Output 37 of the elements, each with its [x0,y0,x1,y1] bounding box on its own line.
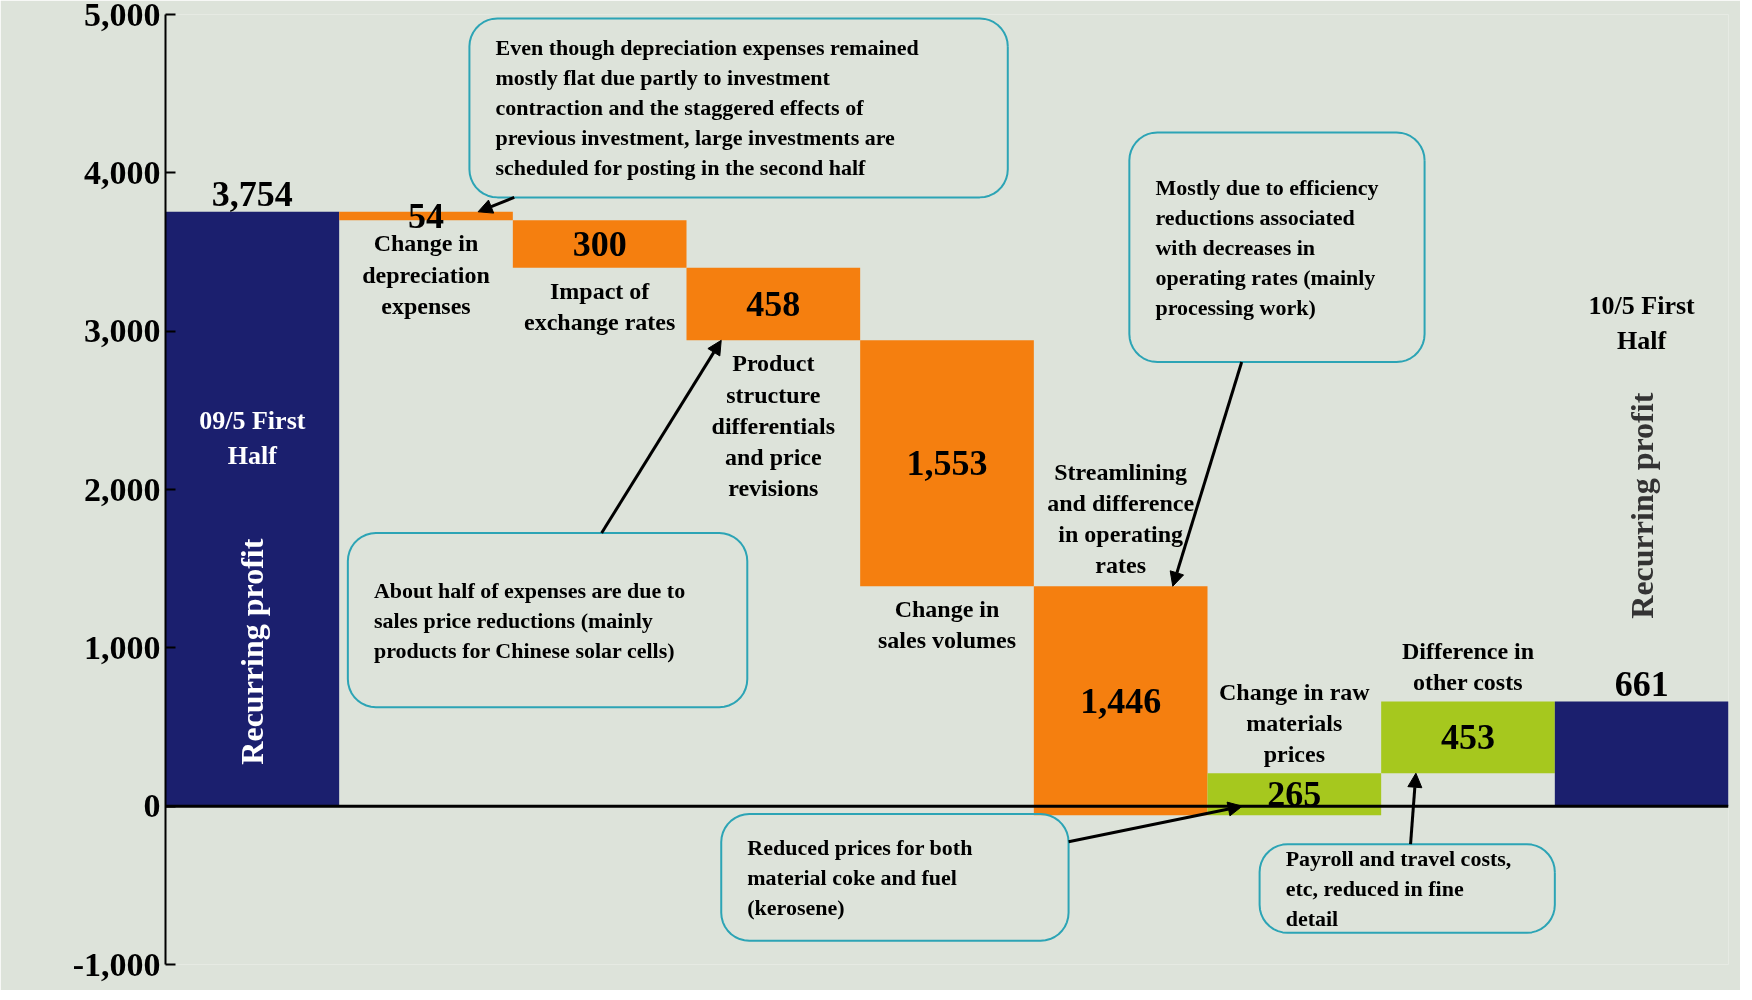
data-label: 1,553 [906,443,988,484]
y-tick-label: 1,000 [84,628,161,666]
y-tick-label: -1,000 [72,945,161,983]
annotation: Payroll and travel costs, etc, reduced in fine detail [1285,846,1512,931]
x-tick-label: Change in sales volumes [878,596,1016,654]
y-tick-label: 5,000 [84,0,161,33]
annotation: Mostly due to efficiency reductions associated with decreases in operating rates (mainly processing work) [1155,174,1379,320]
data-label: 300 [572,224,627,265]
data-label: 3,754 [211,173,293,214]
annotation: Reduced prices for both material coke and fuel (kerosene) [747,834,973,920]
y-tick-label: 2,000 [84,470,161,508]
data-label: 1,446 [1080,680,1162,721]
x-tick-label: Product structure differentials and price revisions [711,350,836,502]
bar [1554,701,1729,807]
bar [512,220,687,268]
x-tick-label: Difference in other costs [1401,638,1535,696]
data-label: 661 [1614,663,1669,704]
data-label: 458 [746,284,801,325]
x-tick-label: Impact of exchange rates [524,277,676,336]
bar [686,267,861,341]
x-tick-label: Change in raw materials prices [1218,678,1371,768]
x-tick-label: 09/5 First Half [199,405,306,470]
x-tick-label: Streamlining and difference in operating rates [1047,458,1195,579]
bar [165,211,340,807]
x-tick-label: Change in depreciation expenses [362,230,490,319]
x-tick-label: 10/5 First Half [1588,290,1696,355]
annotation: About half of expenses are due to sales price reductions (mainly products for Chinese solar cells) [373,577,686,663]
y-tick-label: 4,000 [84,153,161,191]
bar [1381,701,1555,774]
annotation: Even though depreciation expenses remained mostly flat due partly to investment contraction and the staggered effects of previous investment, large investments are scheduled for posting in the second half [495,35,919,181]
bar [860,340,1034,587]
bar [1033,586,1208,816]
annotation: Recurring profit [1623,392,1660,619]
y-tick-label: 0 [143,787,161,825]
annotation: Recurring profit [234,538,271,765]
y-tick-label: 3,000 [84,312,161,350]
data-label: 453 [1441,717,1495,758]
